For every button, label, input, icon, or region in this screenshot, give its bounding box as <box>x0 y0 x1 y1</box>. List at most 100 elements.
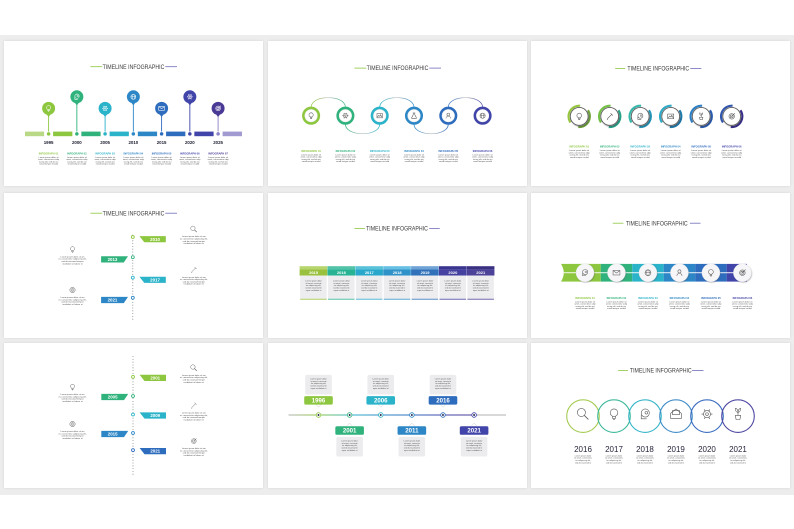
svg-text:Lorem ipsum dolor sit: Lorem ipsum dolor sit <box>701 300 721 303</box>
svg-text:iscing elit, sed do eiu: iscing elit, sed do eiu <box>39 160 59 163</box>
svg-text:sed do eiusmod tempor: sed do eiusmod tempor <box>61 260 83 263</box>
svg-text:tur adipiscing elit,: tur adipiscing elit, <box>417 284 433 287</box>
svg-text:sed do eiusmod te: sed do eiusmod te <box>668 461 685 464</box>
svg-text:sit amet, consecte: sit amet, consecte <box>445 282 462 285</box>
svg-text:mpor incididunt ut: mpor incididunt ut <box>445 288 461 291</box>
svg-text:amet, consectetur adip: amet, consectetur adip <box>123 158 145 161</box>
svg-text:mpor incididunt ut: mpor incididunt ut <box>404 449 420 452</box>
svg-text:sed do eiusmod te: sed do eiusmod te <box>637 461 654 464</box>
svg-text:INFOGRAPH 05: INFOGRAPH 05 <box>438 149 458 153</box>
svg-text:sit amet, consecte: sit amet, consecte <box>373 380 390 383</box>
svg-text:sed do eiusmod te: sed do eiusmod te <box>606 461 623 464</box>
svg-text:Lorem ipsum dolor sit: Lorem ipsum dolor sit <box>39 155 59 158</box>
svg-text:incididunt ut labore et: incididunt ut labore et <box>62 262 83 265</box>
svg-text:2020: 2020 <box>448 270 458 275</box>
svg-text:smod tempor incidid: smod tempor incidid <box>607 307 626 310</box>
svg-text:1996: 1996 <box>312 397 326 404</box>
svg-text:sed do eiusmod te: sed do eiusmod te <box>404 446 421 449</box>
svg-text:amet, consectetur adip: amet, consectetur adip <box>700 302 722 305</box>
svg-text:smod tempor incidid: smod tempor incidid <box>68 162 87 165</box>
svg-text:tur adipiscing elit,: tur adipiscing elit, <box>389 284 405 287</box>
svg-text:smod tempor incidid: smod tempor incidid <box>181 162 200 165</box>
svg-text:tur adipiscing elit,: tur adipiscing elit, <box>342 444 358 447</box>
svg-text:sed do eiusmod tempor: sed do eiusmod tempor <box>61 300 83 303</box>
svg-text:Lorem ipsum dolor sit am: Lorem ipsum dolor sit am <box>182 447 206 450</box>
svg-text:2017: 2017 <box>365 270 375 275</box>
svg-text:1995: 1995 <box>44 140 54 145</box>
svg-text:INFOGRAPH 05: INFOGRAPH 05 <box>701 295 721 299</box>
svg-text:mpor incididunt ut: mpor incididunt ut <box>342 449 358 452</box>
svg-text:iscing elit, sed do eiu: iscing elit, sed do eiu <box>180 160 200 163</box>
svg-text:iscing elit, sed do eiu: iscing elit, sed do eiu <box>569 153 589 156</box>
svg-text:INFOGRAPH 02: INFOGRAPH 02 <box>336 149 356 153</box>
svg-text:2019: 2019 <box>421 270 431 275</box>
svg-text:mpor incididunt ut: mpor incididunt ut <box>306 288 322 291</box>
svg-text:Lorem ipsum dolor: Lorem ipsum dolor <box>417 279 434 282</box>
svg-text:sed do eiusmod te: sed do eiusmod te <box>310 384 327 387</box>
svg-text:Lorem ipsum dolor: Lorem ipsum dolor <box>341 439 358 442</box>
svg-text:smod tempor incidid: smod tempor incidid <box>405 160 424 163</box>
svg-text:mpor incididunt ut: mpor incididunt ut <box>435 387 451 390</box>
svg-text:iscing elit, sed do eiu: iscing elit, sed do eiu <box>733 304 753 307</box>
svg-text:Lorem ipsum dolor sit: Lorem ipsum dolor sit <box>67 155 87 158</box>
svg-text:smod tempor incidid: smod tempor incidid <box>124 162 143 165</box>
svg-text:2005: 2005 <box>100 140 110 145</box>
svg-text:sit amet, consectetu: sit amet, consectetu <box>605 457 623 460</box>
svg-text:smod tempor incidid: smod tempor incidid <box>209 162 228 165</box>
svg-text:Lorem ipsum dolor: Lorem ipsum dolor <box>668 454 685 457</box>
svg-text:smod tempor incidid: smod tempor incidid <box>639 307 658 310</box>
svg-text:iscing elit, sed do eiu: iscing elit, sed do eiu <box>124 160 144 163</box>
svg-text:smod tempor incidid: smod tempor incidid <box>670 307 689 310</box>
svg-text:2021: 2021 <box>729 445 747 454</box>
svg-text:Lorem ipsum dolor: Lorem ipsum dolor <box>333 279 350 282</box>
svg-text:Lorem ipsum dolor sit: Lorem ipsum dolor sit <box>301 153 321 156</box>
svg-text:amet, consectetur adip: amet, consectetur adip <box>569 151 591 154</box>
svg-text:tur adipiscing elit,: tur adipiscing elit, <box>466 444 482 447</box>
svg-text:sed do eiusmod te: sed do eiusmod te <box>466 446 483 449</box>
svg-text:2000: 2000 <box>72 140 82 145</box>
svg-text:2017: 2017 <box>150 277 160 282</box>
svg-text:iscing elit, sed do eiu: iscing elit, sed do eiu <box>336 157 356 160</box>
svg-text:INFOGRAPH 07: INFOGRAPH 07 <box>208 151 228 155</box>
svg-text:Lorem ipsum dolor sit: Lorem ipsum dolor sit <box>669 300 689 303</box>
svg-text:sit amet, consecte: sit amet, consecte <box>435 380 452 383</box>
svg-text:INFOGRAPH 04: INFOGRAPH 04 <box>661 144 681 148</box>
svg-text:amet, consectetur adip: amet, consectetur adip <box>691 151 713 154</box>
svg-text:2025: 2025 <box>213 140 223 145</box>
svg-text:amet, consectetur adip: amet, consectetur adip <box>574 302 596 305</box>
svg-text:2019: 2019 <box>667 445 685 454</box>
svg-text:incididunt ut labore et: incididunt ut labore et <box>62 400 83 403</box>
svg-text:INFOGRAPH 05: INFOGRAPH 05 <box>691 144 711 148</box>
svg-text:Lorem ipsum dolor: Lorem ipsum dolor <box>466 439 483 442</box>
svg-text:smod tempor incidid: smod tempor incidid <box>473 160 492 163</box>
svg-text:INFOGRAPH 03: INFOGRAPH 03 <box>370 149 390 153</box>
svg-text:Lorem ipsum dolor: Lorem ipsum dolor <box>606 454 623 457</box>
svg-text:smod tempor incidid: smod tempor incidid <box>370 160 389 163</box>
svg-text:amet, consectetur adip: amet, consectetur adip <box>660 151 682 154</box>
svg-text:sed do eiusmod te: sed do eiusmod te <box>445 286 462 289</box>
svg-text:sit amet, consecte: sit amet, consecte <box>389 282 406 285</box>
svg-text:tur adipiscing elit,: tur adipiscing elit, <box>306 284 322 287</box>
svg-text:Lorem ipsum dolor sit: Lorem ipsum dolor sit <box>569 149 589 152</box>
svg-text:INFOGRAPH 03: INFOGRAPH 03 <box>630 144 650 148</box>
svg-text:smod tempor incidid: smod tempor incidid <box>302 160 321 163</box>
svg-text:2005: 2005 <box>108 394 118 399</box>
svg-text:INFOGRAPH 06: INFOGRAPH 06 <box>732 295 752 299</box>
svg-text:sit amet, consecte: sit amet, consecte <box>466 442 483 445</box>
svg-text:sit amet, consectetu: sit amet, consectetu <box>667 457 685 460</box>
svg-text:tur adipiscing elit,: tur adipiscing elit, <box>435 382 451 385</box>
svg-text:iscing elit, sed do eiu: iscing elit, sed do eiu <box>152 160 172 163</box>
svg-text:Lorem ipsum dolor sit: Lorem ipsum dolor sit <box>630 149 650 152</box>
svg-text:mpor incididunt ut: mpor incididunt ut <box>389 288 405 291</box>
svg-text:TIMELINE INFOGRAPHIC: TIMELINE INFOGRAPHIC <box>103 63 165 70</box>
svg-text:TIMELINE INFOGRAPHIC: TIMELINE INFOGRAPHIC <box>627 65 689 72</box>
svg-text:tur adipiscing elit,: tur adipiscing elit, <box>334 284 350 287</box>
svg-text:sed do eiusmod te: sed do eiusmod te <box>305 286 322 289</box>
svg-text:amet, consectetur adip: amet, consectetur adip <box>38 158 60 161</box>
svg-text:Lorem ipsum dolor sit: Lorem ipsum dolor sit <box>732 300 752 303</box>
svg-text:mpor incididunt ut: mpor incididunt ut <box>373 387 389 390</box>
svg-text:tur adipiscing elit,: tur adipiscing elit, <box>445 284 461 287</box>
svg-text:smod tempor incidid: smod tempor incidid <box>600 155 619 158</box>
svg-text:Lorem ipsum dolor sit am: Lorem ipsum dolor sit am <box>61 296 85 299</box>
svg-text:Lorem ipsum dolor sit: Lorem ipsum dolor sit <box>95 155 115 158</box>
